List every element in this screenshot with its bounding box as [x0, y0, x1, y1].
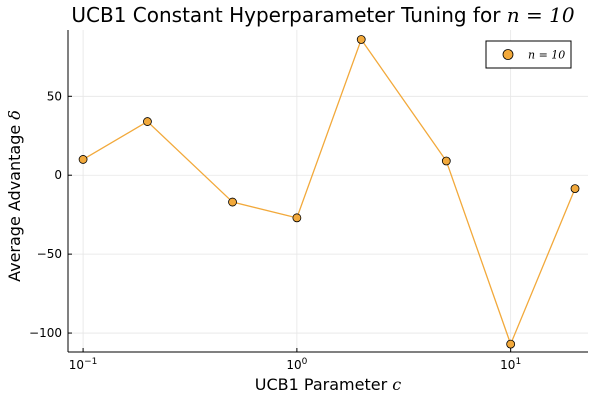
x-axis-label-math: c — [392, 375, 401, 394]
data-point-0-7 — [570, 184, 580, 194]
legend-label: n = 10 — [528, 49, 565, 62]
y-axis-label-math: δ — [5, 110, 24, 120]
x-axis-label: UCB1 Parameter c — [255, 375, 401, 394]
y-tick-label-1: 0 — [54, 168, 62, 182]
y-axis-label-text: Average Advantage — [5, 120, 24, 282]
x-tick-base-0: 10 — [69, 358, 84, 372]
legend-marker — [502, 49, 514, 60]
axes — [67, 30, 588, 353]
y-tick-label-0: 50 — [47, 89, 62, 103]
y-tick-label-3: −100 — [29, 326, 62, 340]
series — [78, 35, 580, 349]
data-point-0-1 — [143, 117, 152, 126]
series-line-0 — [82, 38, 576, 346]
y-axis-label: Average Advantage δ — [5, 110, 24, 282]
x-axis-label-text: UCB1 Parameter — [255, 375, 392, 394]
x-tick-base-1: 10 — [286, 358, 301, 372]
data-point-0-6 — [506, 339, 516, 349]
x-tick-label-1: 100 — [286, 357, 307, 372]
x-tick-label-2: 101 — [500, 357, 521, 372]
x-tick-exponent-0: −1 — [84, 357, 97, 367]
x-ticks: 10−1 100 101 — [69, 348, 521, 372]
chart-title-text: UCB1 Constant Hyperparameter Tuning for — [71, 3, 506, 27]
y-ticks: 50 0 −50 −100 — [29, 89, 72, 340]
x-tick-exponent-2: 1 — [515, 357, 521, 367]
x-tick-label-0: 10−1 — [69, 357, 98, 372]
chart-title: UCB1 Constant Hyperparameter Tuning for … — [71, 3, 574, 27]
y-tick-label-2: −50 — [37, 247, 62, 261]
x-tick-base-2: 10 — [500, 358, 515, 372]
data-point-0-3 — [292, 213, 302, 223]
legend-box — [485, 40, 572, 69]
data-point-0-5 — [441, 156, 451, 166]
data-point-0-0 — [78, 155, 88, 164]
data-point-0-4 — [356, 35, 366, 44]
legend: n = 10 — [485, 40, 572, 69]
grid — [68, 30, 588, 352]
chart-title-math: n = 10 — [507, 3, 575, 27]
x-tick-exponent-1: 0 — [302, 357, 308, 367]
data-point-0-2 — [228, 197, 237, 207]
